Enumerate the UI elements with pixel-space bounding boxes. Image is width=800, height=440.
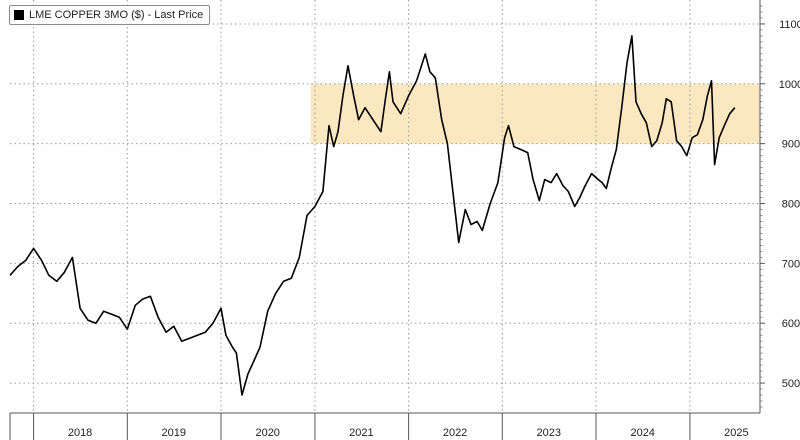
y-tick-label: 11000 bbox=[779, 19, 800, 31]
x-tick-label: 2024 bbox=[630, 427, 654, 439]
x-tick-label: 2023 bbox=[537, 427, 561, 439]
x-tick-label: 2018 bbox=[68, 427, 92, 439]
y-tick-label: 8000 bbox=[782, 199, 800, 211]
x-tick-label: 2019 bbox=[162, 427, 186, 439]
x-tick-label: 2021 bbox=[349, 427, 373, 439]
x-tick-label: 2022 bbox=[443, 427, 467, 439]
y-tick-label: 6000 bbox=[782, 318, 800, 330]
legend-swatch bbox=[14, 10, 24, 20]
y-tick-label: 10000 bbox=[779, 79, 800, 91]
legend: LME COPPER 3MO ($) - Last Price bbox=[9, 5, 211, 25]
x-tick-label: 2025 bbox=[724, 427, 748, 439]
highlight-band bbox=[310, 83, 760, 144]
x-tick-label: 2020 bbox=[255, 427, 279, 439]
price-line-series-0 bbox=[9, 35, 736, 396]
y-tick-label: 5000 bbox=[782, 378, 800, 390]
legend-label: LME COPPER 3MO ($) - Last Price bbox=[29, 9, 204, 21]
y-tick-label: 7000 bbox=[782, 258, 800, 270]
y-tick-label: 9000 bbox=[782, 139, 800, 151]
